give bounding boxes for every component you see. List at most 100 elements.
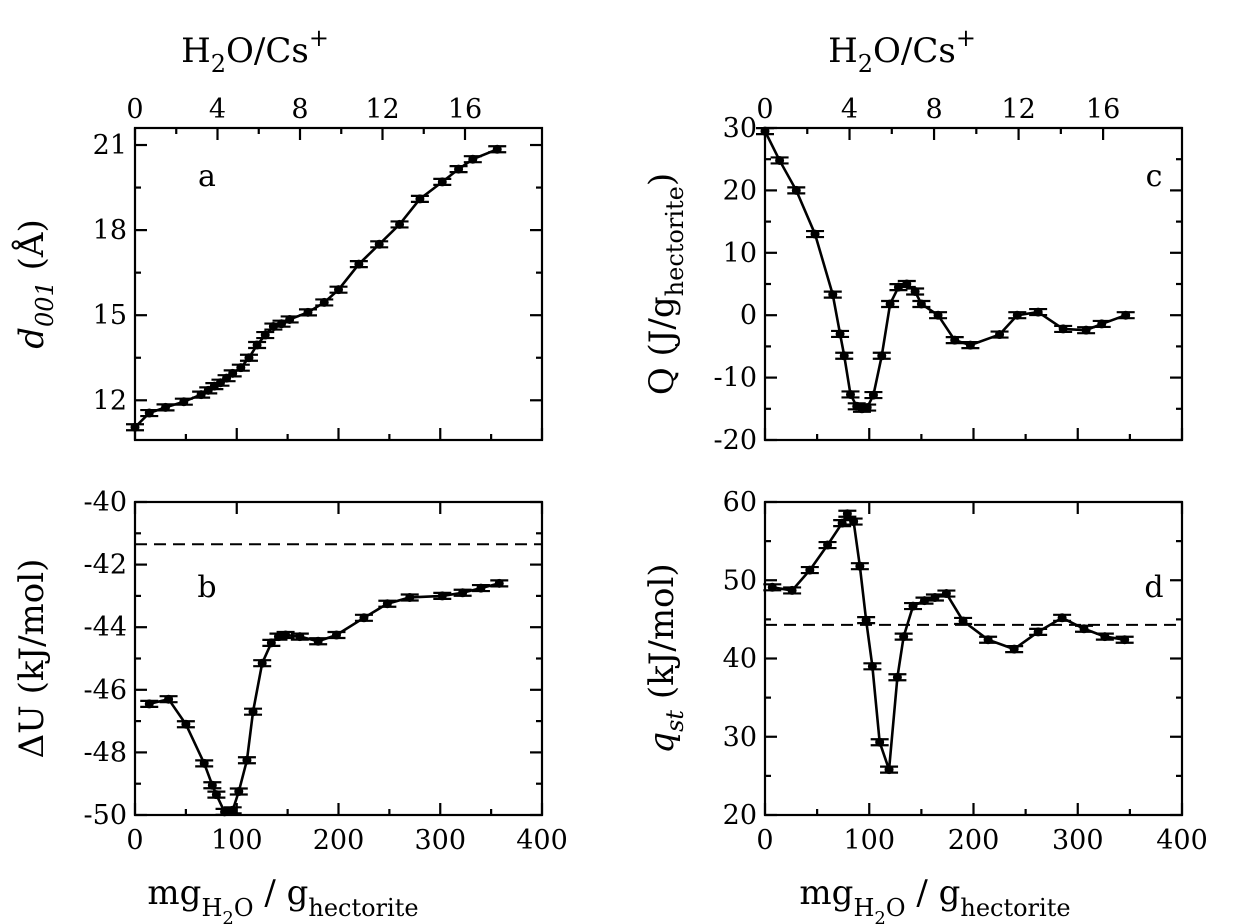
x-tick-label-b: 300: [414, 825, 466, 856]
data-point-a: [492, 144, 502, 154]
data-point-a: [374, 239, 384, 249]
data-point-b: [220, 807, 230, 817]
data-point-a: [244, 353, 254, 363]
data-point-c: [1058, 324, 1068, 334]
top-tick-label-a: 4: [209, 94, 226, 125]
data-point-b: [257, 658, 267, 668]
plot-frame-a: [133, 126, 544, 442]
top-tick-label-c: 16: [1086, 94, 1120, 125]
y-axis-label-base-d: q: [642, 732, 682, 754]
y-axis-label-rest-d: (kJ/mol): [642, 563, 682, 710]
data-point-a: [252, 340, 262, 350]
data-point-c: [1012, 310, 1022, 320]
data-point-d: [908, 601, 918, 611]
data-point-c: [791, 185, 801, 195]
data-point-d: [805, 565, 815, 575]
data-point-c: [1081, 325, 1091, 335]
y-axis-label-rest-a: (Å): [11, 219, 52, 281]
data-point-c: [862, 403, 872, 413]
series-line-a: [134, 148, 498, 429]
y-tick-label-c: 20: [723, 175, 757, 206]
data-point-a: [395, 219, 405, 229]
y-tick-label-b: -42: [84, 550, 127, 581]
panel-a: 12 15 18 21 0 4 8 12 16 a d001 (Å): [11, 94, 544, 442]
data-point-b: [211, 790, 221, 800]
plot-frame-b: [133, 500, 544, 817]
data-point-d: [823, 540, 833, 550]
data-point-b: [437, 591, 447, 601]
series-line-b: [148, 582, 500, 814]
y-axis-label-text-b: ΔU (kJ/mol): [12, 559, 52, 759]
x-tick-label-d: 400: [1156, 825, 1208, 856]
data-point-b: [331, 630, 341, 640]
y-tick-label-b: -46: [84, 675, 127, 706]
y-tick-label-c: -20: [714, 425, 757, 456]
data-point-d: [767, 582, 777, 592]
y-tick-label-a: 12: [93, 385, 127, 416]
y-tick-label-b: -44: [84, 612, 127, 643]
data-point-d: [1033, 627, 1043, 637]
y-tick-label-c: 30: [723, 113, 757, 144]
data-point-b: [234, 787, 244, 797]
data-point-b: [199, 758, 209, 768]
data-point-c: [1097, 319, 1107, 329]
series-line-c: [763, 130, 1127, 411]
y-tick-label-d: 20: [723, 800, 757, 831]
data-point-c: [885, 299, 895, 309]
y-tick-label-b: -48: [84, 737, 127, 768]
data-point-c: [877, 351, 887, 361]
data-point-c: [995, 330, 1005, 340]
top-tick-label-a: 0: [126, 94, 143, 125]
y-tick-label-d: 30: [723, 722, 757, 753]
data-point-b: [181, 719, 191, 729]
data-point-a: [303, 307, 313, 317]
y-axis-label-d: qst (kJ/mol): [642, 563, 689, 753]
data-point-a: [454, 164, 464, 174]
y-tick-label-c: -10: [714, 363, 757, 394]
data-point-a: [334, 285, 343, 295]
data-point-d: [920, 596, 930, 606]
data-point-d: [941, 589, 951, 599]
data-point-b: [405, 592, 415, 602]
data-point-a: [277, 319, 287, 329]
data-point-d: [867, 661, 877, 671]
data-point-a: [179, 397, 189, 407]
panel-label-c: c: [1146, 159, 1163, 194]
data-point-d: [958, 616, 968, 626]
data-point-c: [868, 390, 878, 400]
data-point-b: [144, 699, 154, 709]
y-tick-label-d: 60: [723, 487, 757, 518]
data-point-c: [933, 310, 943, 320]
y-tick-label-b: -50: [84, 800, 127, 831]
data-point-b: [242, 755, 252, 765]
data-point-b: [494, 578, 504, 588]
top-tick-label-c: 4: [841, 94, 858, 125]
data-point-d: [1079, 624, 1089, 634]
x-tick-label-b: 400: [516, 825, 568, 856]
data-point-d: [1009, 644, 1019, 654]
panel-label-b: b: [197, 570, 216, 605]
data-point-d: [892, 672, 902, 682]
data-point-b: [313, 636, 323, 646]
data-point-c: [902, 279, 912, 289]
panel-b: -50 -48 -46 -44 -42 -40 0 100 200 300 400 b ΔU (kJ/m…: [12, 487, 568, 856]
top-tick-label-a: 8: [291, 94, 308, 125]
y-axis-label-b: ΔU (kJ/mol): [12, 559, 52, 759]
data-point-b: [164, 694, 174, 704]
data-point-c: [835, 329, 845, 339]
data-point-d: [837, 518, 847, 528]
data-point-b: [228, 805, 238, 815]
data-point-b: [295, 632, 305, 642]
y-tick-label-c: 10: [723, 238, 757, 269]
data-point-c: [810, 229, 820, 239]
data-point-d: [787, 585, 797, 595]
data-point-b: [476, 583, 486, 593]
data-point-a: [144, 408, 154, 418]
y-tick-label-a: 15: [93, 300, 127, 331]
data-point-d: [861, 615, 871, 625]
data-point-c: [950, 335, 960, 345]
data-point-d: [842, 509, 852, 519]
panel-label-d: d: [1144, 570, 1163, 605]
bottom-axis-title-left: mgH2O / ghectorite: [147, 873, 418, 924]
